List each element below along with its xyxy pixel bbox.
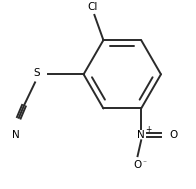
Text: +: + [145, 125, 151, 134]
Text: ⁻: ⁻ [142, 158, 146, 167]
Text: O: O [169, 129, 177, 139]
Text: Cl: Cl [87, 2, 98, 12]
Text: N: N [137, 129, 145, 139]
Text: O: O [133, 160, 142, 170]
Text: S: S [33, 68, 40, 78]
Text: N: N [12, 130, 20, 140]
